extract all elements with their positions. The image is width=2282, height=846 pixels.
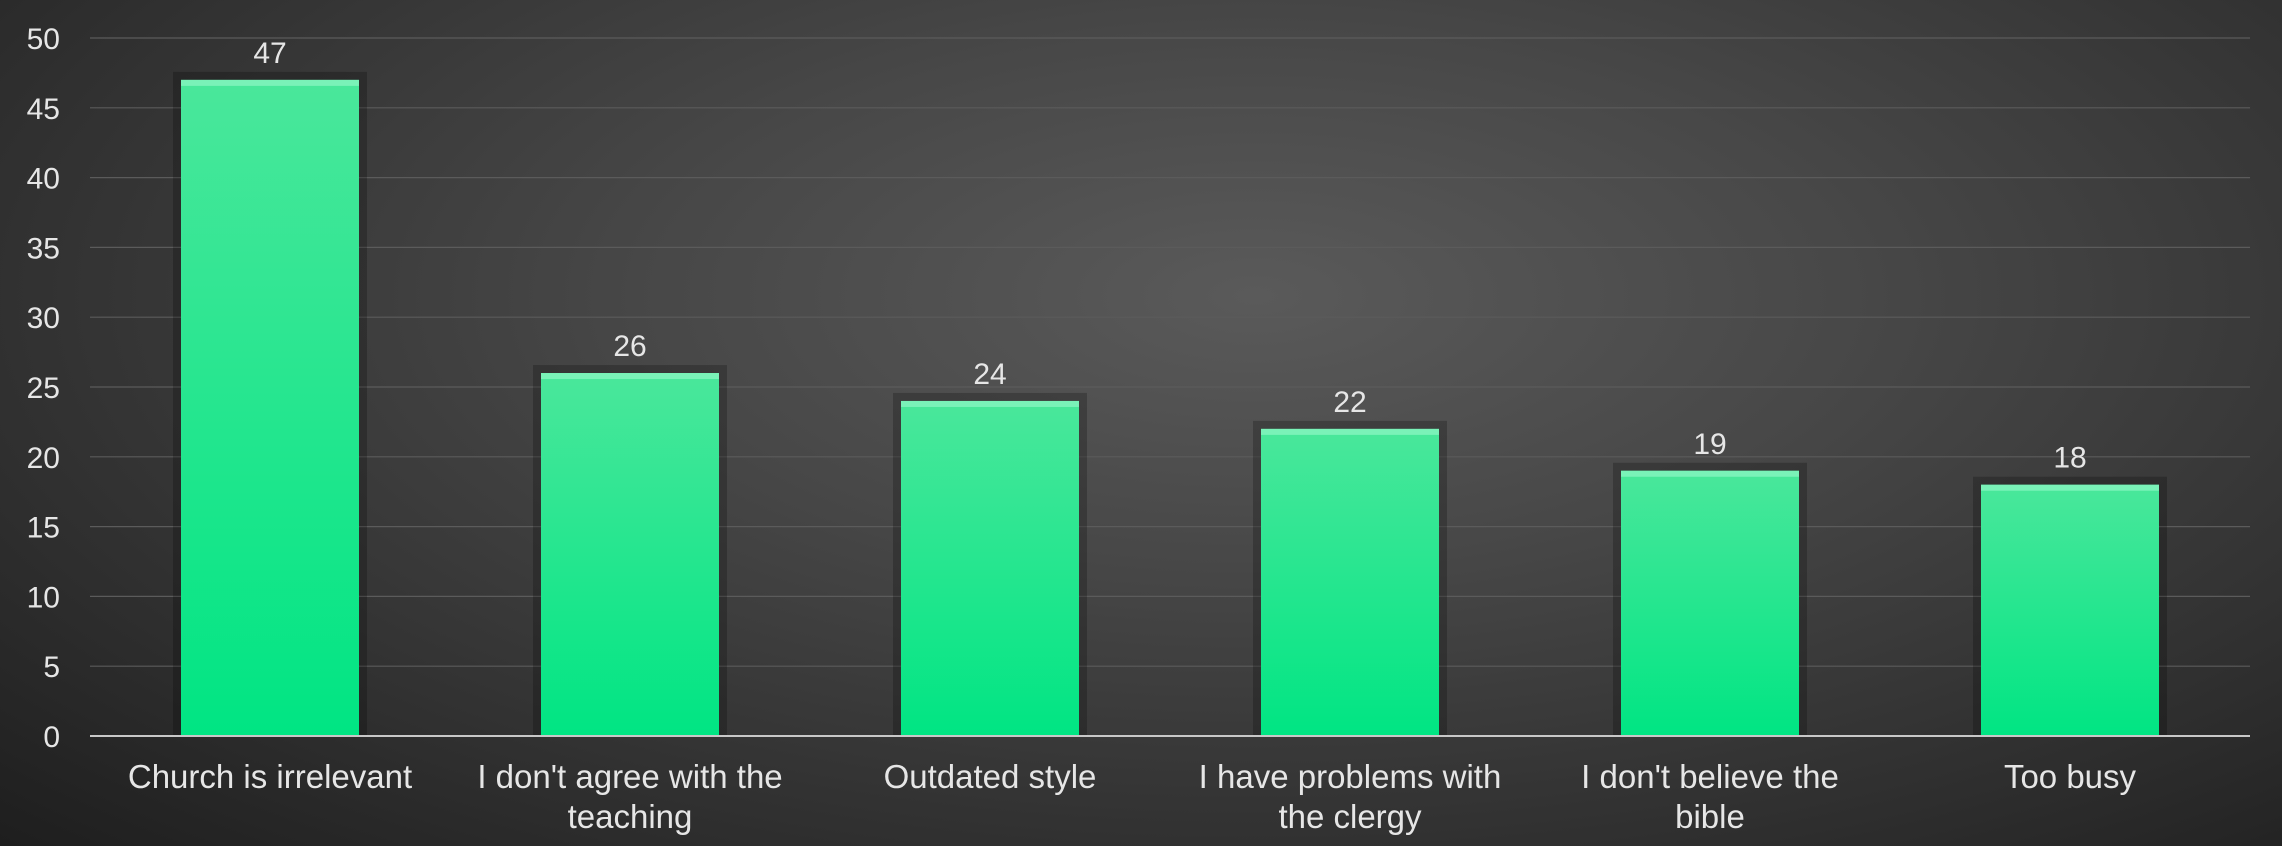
bar-top-highlight — [541, 373, 719, 380]
data-label: 22 — [1333, 386, 1366, 419]
y-tick-label: 25 — [27, 372, 60, 405]
bar — [1621, 470, 1799, 736]
y-tick-label: 20 — [27, 442, 60, 475]
bar — [1981, 484, 2159, 736]
category-label-line: the clergy — [1278, 798, 1422, 835]
bar-top-highlight — [901, 400, 1079, 407]
category-label-line: teaching — [568, 798, 693, 835]
category-label: Too busy — [2004, 758, 2137, 795]
bar — [181, 79, 359, 736]
category-label-line: I don't believe the — [1581, 758, 1839, 795]
y-axis-tick-labels: 0 5 10 15 20 25 30 35 40 45 50 — [27, 23, 60, 754]
category-label: Outdated style — [884, 758, 1097, 795]
bar — [541, 373, 719, 736]
bar — [901, 400, 1079, 736]
category-label: I have problems with the clergy — [1199, 758, 1502, 835]
category-label-line: Too busy — [2004, 758, 2137, 795]
category-label-line: I don't agree with the — [477, 758, 782, 795]
y-tick-label: 30 — [27, 302, 60, 335]
data-label: 18 — [2053, 442, 2086, 475]
data-label: 24 — [973, 358, 1006, 391]
y-tick-label: 50 — [27, 23, 60, 56]
data-labels: 47 26 24 22 19 18 — [253, 37, 2086, 475]
bars — [173, 71, 2167, 736]
y-tick-label: 15 — [27, 512, 60, 545]
x-axis-category-labels: Church is irrelevant I don't agree with t… — [128, 758, 2137, 835]
data-label: 19 — [1693, 428, 1726, 461]
y-tick-label: 0 — [43, 721, 60, 754]
data-label: 47 — [253, 37, 286, 70]
data-label: 26 — [613, 330, 646, 363]
category-label-line: Outdated style — [884, 758, 1097, 795]
y-tick-label: 10 — [27, 581, 60, 614]
y-tick-label: 5 — [43, 651, 60, 684]
bar-top-highlight — [1261, 428, 1439, 435]
bar — [1261, 428, 1439, 736]
category-label: Church is irrelevant — [128, 758, 412, 795]
category-label: I don't believe the bible — [1581, 758, 1839, 835]
gridlines — [90, 37, 2250, 667]
bar-top-highlight — [1981, 484, 2159, 491]
category-label-line: I have problems with — [1199, 758, 1502, 795]
bar-top-highlight — [181, 79, 359, 86]
category-label-line: bible — [1675, 798, 1745, 835]
y-tick-label: 45 — [27, 93, 60, 126]
y-tick-label: 40 — [27, 163, 60, 196]
category-label: I don't agree with the teaching — [477, 758, 782, 835]
category-label-line: Church is irrelevant — [128, 758, 412, 795]
y-tick-label: 35 — [27, 232, 60, 265]
bar-top-highlight — [1621, 470, 1799, 477]
